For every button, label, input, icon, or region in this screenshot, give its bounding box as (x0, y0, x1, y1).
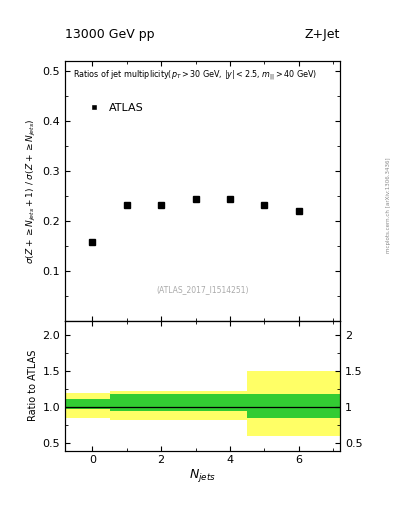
Text: (ATLAS_2017_I1514251): (ATLAS_2017_I1514251) (156, 285, 249, 294)
Legend: ATLAS: ATLAS (79, 98, 148, 117)
X-axis label: $N_{jets}$: $N_{jets}$ (189, 467, 216, 484)
Text: 13000 GeV pp: 13000 GeV pp (65, 28, 154, 40)
Text: Z+Jet: Z+Jet (305, 28, 340, 40)
Text: mcplots.cern.ch [arXiv:1306.3436]: mcplots.cern.ch [arXiv:1306.3436] (386, 157, 391, 252)
Text: Ratios of jet multiplicity($p_T > 30$ GeV, $|y| < 2.5$, $m_{||}> 40$ GeV): Ratios of jet multiplicity($p_T > 30$ Ge… (73, 69, 317, 83)
Y-axis label: Ratio to ATLAS: Ratio to ATLAS (28, 350, 38, 421)
Y-axis label: $\sigma(Z + \geq N_{jets}+1)\ /\ \sigma(Z + \geq N_{jets})$: $\sigma(Z + \geq N_{jets}+1)\ /\ \sigma(… (25, 118, 38, 264)
